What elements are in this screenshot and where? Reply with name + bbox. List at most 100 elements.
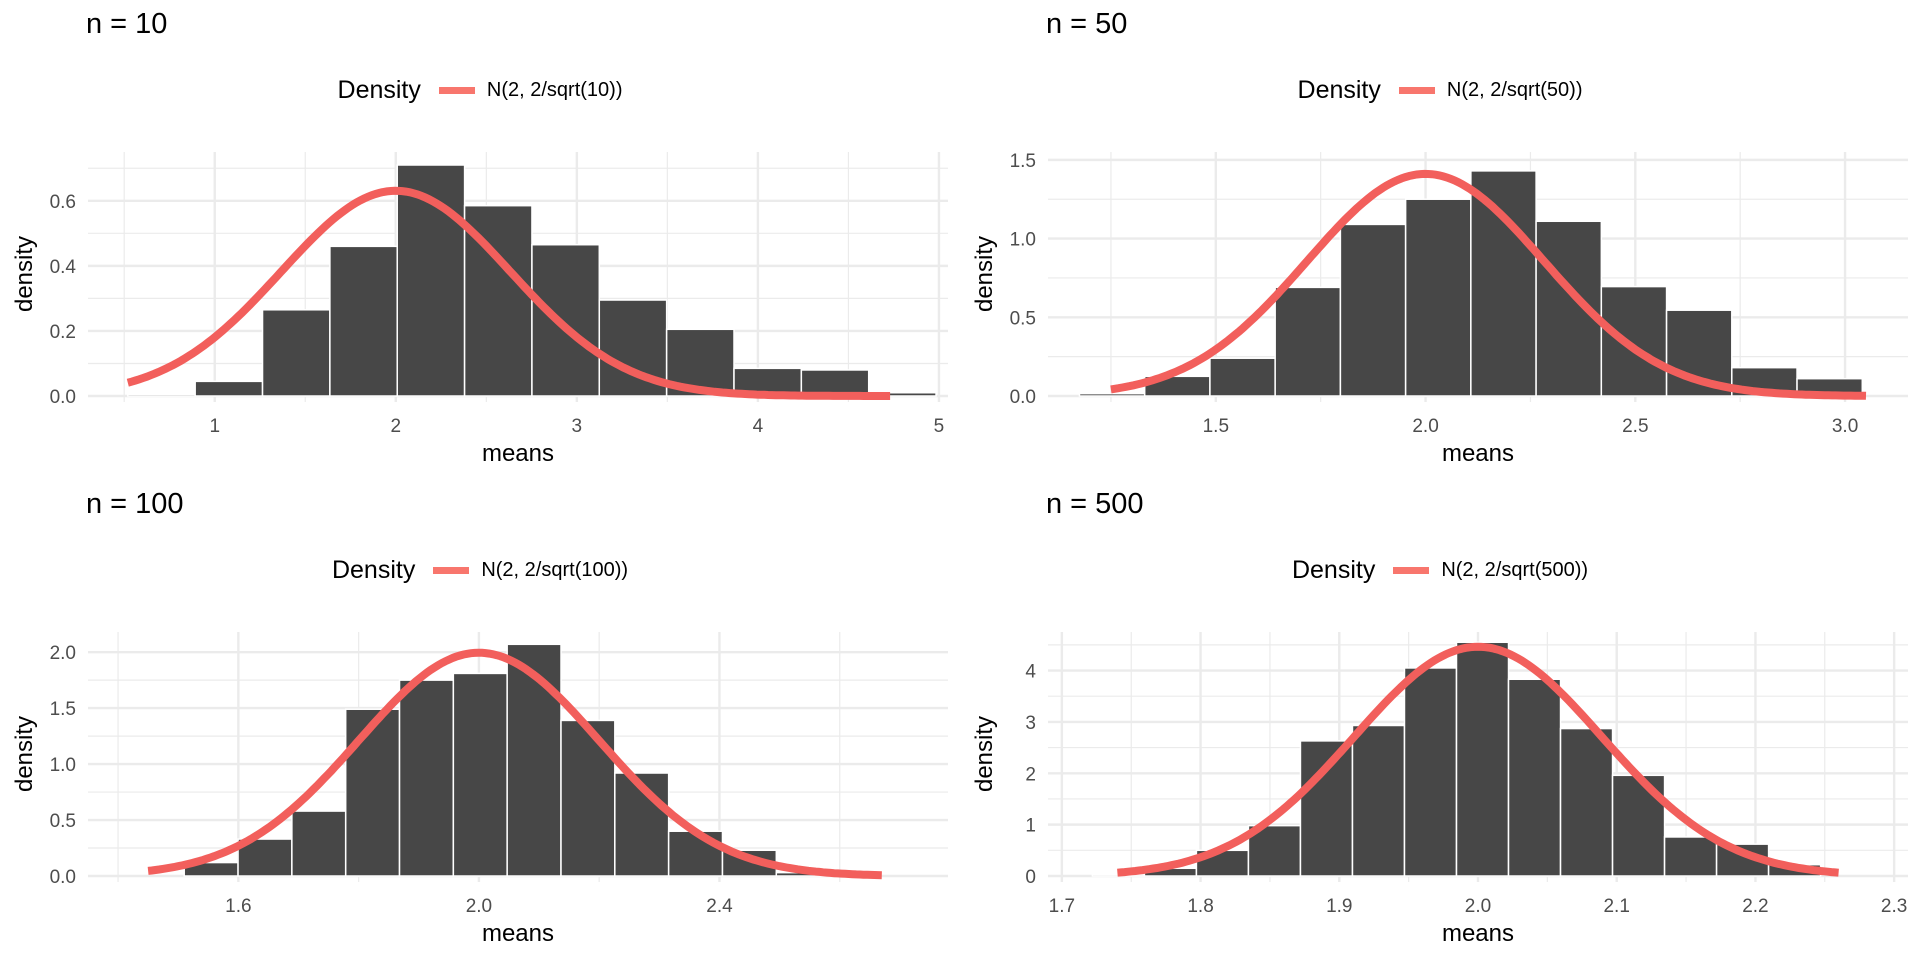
legend: Density N(2, 2/sqrt(10)) <box>0 76 960 105</box>
histogram-bar <box>1663 836 1718 877</box>
legend: Density N(2, 2/sqrt(50)) <box>960 76 1920 105</box>
legend-label: N(2, 2/sqrt(500)) <box>1441 559 1589 581</box>
histogram-plot: 0.0 0.5 1.0 1.5 1.5 2.0 2.5 3.0 means density <box>971 151 1908 467</box>
legend-title: Density <box>1297 76 1381 104</box>
x-tick-label: 2.4 <box>706 896 733 917</box>
y-tick-label: 0 <box>1025 867 1036 888</box>
y-tick-label: 2.0 <box>50 643 76 664</box>
x-axis-label: means <box>482 920 554 947</box>
y-tick-label: 1.0 <box>1010 230 1036 251</box>
x-tick-label: 1.7 <box>1049 896 1075 917</box>
histogram-bar <box>1351 724 1406 877</box>
x-tick-label: 1.9 <box>1326 896 1352 917</box>
histogram-bar <box>127 393 196 397</box>
histogram-bar <box>1299 740 1354 877</box>
histogram-bar <box>452 672 508 877</box>
y-tick-label: 0.0 <box>1010 387 1036 408</box>
histogram-bar <box>1247 824 1302 877</box>
histogram-bar <box>800 369 870 397</box>
y-tick-label: 2 <box>1025 764 1036 785</box>
y-tick-label: 4 <box>1025 662 1036 683</box>
histogram-bar <box>1470 170 1537 397</box>
y-tick-label: 1.5 <box>50 699 76 720</box>
y-axis-label: density <box>971 716 998 792</box>
panel-n100: 0.0 0.5 1.0 1.5 2.0 1.6 2.0 2.4 means density n =… <box>0 480 960 960</box>
y-tick-label: 0.5 <box>50 811 76 832</box>
panel-title: n = 10 <box>86 8 168 40</box>
histogram-bar <box>1455 641 1510 877</box>
y-tick-label: 1.0 <box>50 755 76 776</box>
x-tick-label: 2.0 <box>466 896 492 917</box>
histogram-bar <box>463 204 533 397</box>
panel-title: n = 50 <box>1046 8 1128 40</box>
x-tick-label: 1.8 <box>1187 896 1213 917</box>
normal-density-curve <box>1110 169 1867 400</box>
normal-density-curve <box>126 186 891 400</box>
x-axis-label: means <box>482 440 554 467</box>
histogram-plot: 0.0 0.5 1.0 1.5 2.0 1.6 2.0 2.4 means density <box>11 632 948 947</box>
y-tick-label: 0.6 <box>50 192 76 213</box>
legend: Density N(2, 2/sqrt(100)) <box>0 556 960 585</box>
y-tick-label: 0.4 <box>50 257 77 278</box>
histogram-bar <box>1209 357 1276 397</box>
panel-n50: 0.0 0.5 1.0 1.5 1.5 2.0 2.5 3.0 means density n =… <box>960 0 1920 480</box>
histogram-bar <box>1403 667 1458 877</box>
y-axis-label: density <box>11 716 38 792</box>
y-tick-label: 0.0 <box>50 867 76 888</box>
legend-key-line-icon <box>438 87 475 94</box>
y-tick-label: 0.2 <box>50 322 76 343</box>
histogram-bar <box>261 309 331 397</box>
legend-label: N(2, 2/sqrt(10)) <box>486 79 623 101</box>
legend-label: N(2, 2/sqrt(100)) <box>481 559 629 581</box>
x-tick-label: 2.3 <box>1881 896 1907 917</box>
legend-title: Density <box>1291 556 1376 584</box>
panel-n500: 0 1 2 3 4 1.7 1.8 1.9 2.0 2.1 2.2 2.3 means density n… <box>960 480 1920 960</box>
legend-title: Density <box>337 76 421 104</box>
histogram-bar <box>1339 223 1407 397</box>
x-tick-label: 3 <box>572 416 583 437</box>
histogram-bar <box>506 643 562 877</box>
x-tick-label: 2 <box>391 416 402 437</box>
x-tick-label: 2.0 <box>1465 896 1491 917</box>
x-axis-label: means <box>1442 440 1514 467</box>
histogram-bar <box>344 708 401 877</box>
legend-key-line-icon <box>1393 567 1430 574</box>
legend-title: Density <box>331 556 416 584</box>
histogram-bar <box>1078 392 1146 397</box>
y-tick-label: 0.0 <box>50 387 76 408</box>
legend: Density N(2, 2/sqrt(500)) <box>960 556 1920 585</box>
histogram-bar <box>398 679 455 877</box>
histogram-bar <box>1600 285 1668 397</box>
normal-density-curve <box>1117 642 1839 877</box>
histogram-bar <box>531 243 601 397</box>
x-tick-label: 2.1 <box>1603 896 1629 917</box>
y-axis-label: density <box>971 236 998 312</box>
x-tick-label: 1.5 <box>1203 416 1229 437</box>
y-tick-label: 0.5 <box>1010 308 1036 329</box>
x-tick-label: 4 <box>753 416 764 437</box>
histogram-plot: 0 1 2 3 4 1.7 1.8 1.9 2.0 2.1 2.2 2.3 means density <box>971 632 1908 947</box>
histogram-bar <box>1507 678 1562 877</box>
histogram-bar <box>667 830 724 877</box>
histogram-bar <box>1559 727 1614 877</box>
histogram-bar <box>291 810 347 877</box>
histogram-plot: 0.0 0.2 0.4 0.6 1 2 3 4 5 means density <box>11 152 948 467</box>
x-tick-label: 2.0 <box>1412 416 1438 437</box>
histogram-bar <box>194 380 264 397</box>
y-axis-label: density <box>11 236 38 312</box>
histogram-bar <box>1404 198 1472 397</box>
panel-n10: 0.0 0.2 0.4 0.6 1 2 3 4 5 means density n = 10 Den… <box>0 0 960 480</box>
y-tick-label: 3 <box>1025 713 1036 734</box>
x-tick-label: 2.2 <box>1742 896 1768 917</box>
x-axis-label: means <box>1442 920 1514 947</box>
x-tick-label: 1.6 <box>225 896 251 917</box>
x-tick-label: 5 <box>934 416 945 437</box>
x-tick-label: 3.0 <box>1832 416 1858 437</box>
panel-title: n = 100 <box>86 488 184 520</box>
legend-key-line-icon <box>1398 87 1435 94</box>
legend-label: N(2, 2/sqrt(50)) <box>1446 79 1583 101</box>
y-tick-label: 1.5 <box>1010 151 1036 172</box>
panel-title: n = 500 <box>1046 488 1144 520</box>
histogram-bar <box>329 245 398 397</box>
